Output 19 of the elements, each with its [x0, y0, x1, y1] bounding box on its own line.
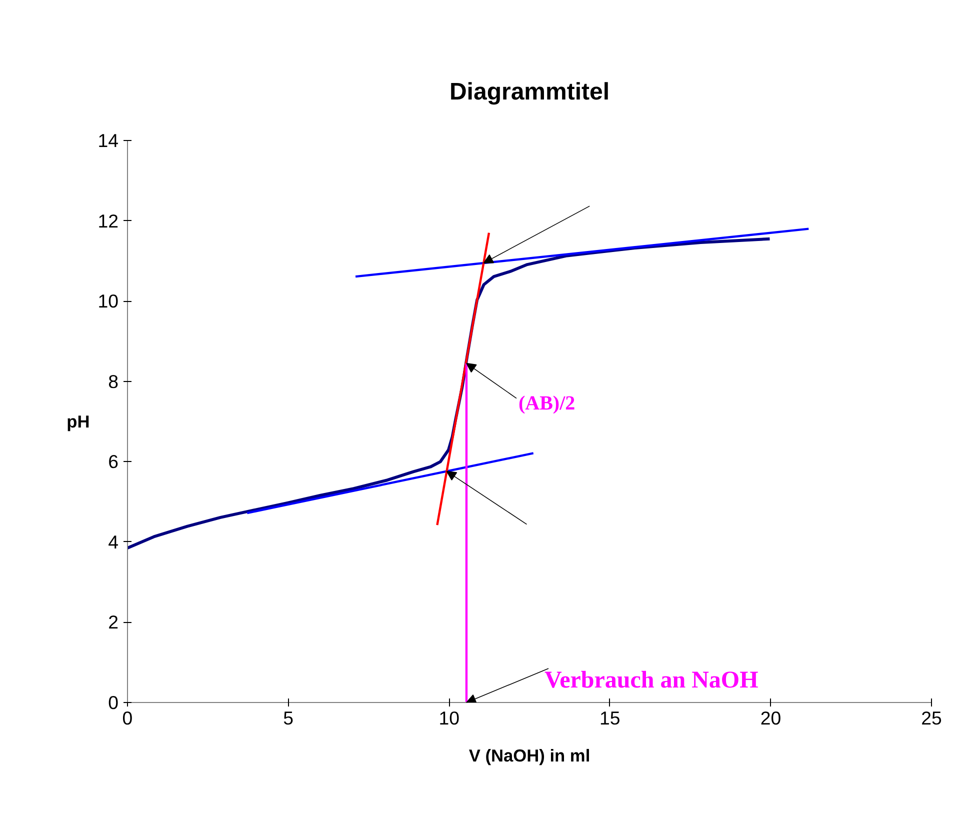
- x-axis-title: V (NaOH) in ml: [468, 746, 590, 766]
- x-tick-label: 25: [921, 708, 942, 728]
- annotation: (AB)/2: [518, 392, 576, 414]
- y-tick-label: 8: [108, 370, 119, 392]
- y-axis-title: pH: [66, 412, 90, 432]
- x-tick-label: 15: [600, 708, 620, 728]
- y-tick-label: 6: [108, 451, 119, 472]
- x-tick-label: 5: [283, 708, 294, 728]
- x-tick-label: 10: [438, 708, 460, 728]
- y-tick-label: 10: [98, 290, 119, 312]
- x-tick-label: 0: [122, 708, 133, 728]
- y-tick-label: 12: [98, 210, 119, 232]
- annotation: Verbrauch an NaOH: [544, 668, 759, 694]
- y-tick-label: 14: [98, 130, 119, 151]
- chart-title: Diagrammtitel: [449, 78, 610, 106]
- y-tick-label: 2: [108, 612, 119, 633]
- y-tick-label: 4: [108, 531, 119, 552]
- y-tick-label: 0: [108, 692, 119, 713]
- x-tick-label: 20: [760, 708, 782, 728]
